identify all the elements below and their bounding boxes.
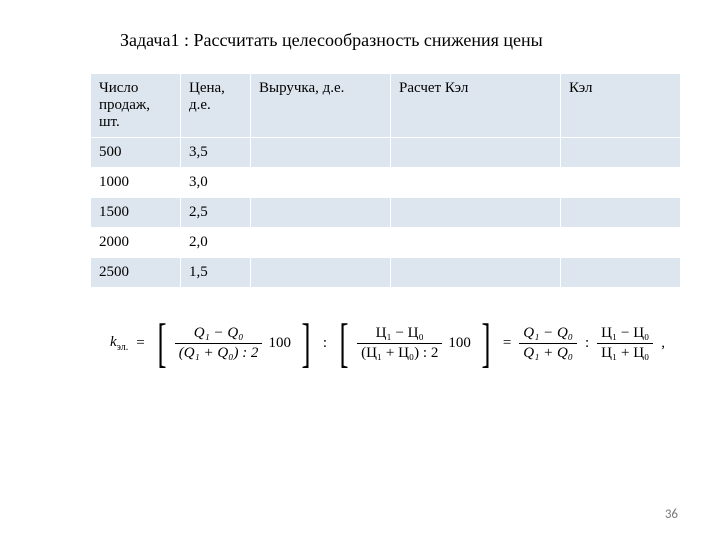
cell: 3,5 bbox=[181, 138, 251, 168]
cell bbox=[391, 138, 561, 168]
cell bbox=[561, 258, 681, 288]
factor-100: 100 bbox=[266, 335, 293, 352]
divide-sign: : bbox=[319, 335, 331, 352]
cell: 1500 bbox=[91, 198, 181, 228]
fraction-2: Ц₁ − Ц₀ (Ц₁ + Ц₀) : 2 bbox=[357, 325, 442, 361]
cell: 500 bbox=[91, 138, 181, 168]
cell: 3,0 bbox=[181, 168, 251, 198]
cell bbox=[251, 198, 391, 228]
cell bbox=[391, 168, 561, 198]
cell: 2500 bbox=[91, 258, 181, 288]
cell bbox=[391, 258, 561, 288]
cell: 2,0 bbox=[181, 228, 251, 258]
fraction-3: Q₁ − Q₀ Q₁ + Q₀ bbox=[519, 325, 577, 361]
cell bbox=[251, 228, 391, 258]
equals-sign: = bbox=[499, 335, 515, 352]
cell bbox=[561, 228, 681, 258]
right-bracket-icon: ] bbox=[481, 316, 490, 370]
trailing-comma: , bbox=[657, 335, 669, 352]
table-row: 2500 1,5 bbox=[91, 258, 681, 288]
cell bbox=[251, 258, 391, 288]
cell bbox=[251, 168, 391, 198]
page-title: Задача1 : Рассчитать целесообразность сн… bbox=[120, 30, 680, 51]
table-row: 1000 3,0 bbox=[91, 168, 681, 198]
cell: 2000 bbox=[91, 228, 181, 258]
left-bracket-icon: [ bbox=[340, 316, 349, 370]
col-header: Цена, д.е. bbox=[181, 74, 251, 138]
right-bracket-icon: ] bbox=[301, 316, 310, 370]
cell bbox=[561, 198, 681, 228]
equals-sign: = bbox=[132, 335, 148, 352]
col-header: Число продаж, шт. bbox=[91, 74, 181, 138]
cell bbox=[561, 168, 681, 198]
cell bbox=[251, 138, 391, 168]
table-header-row: Число продаж, шт. Цена, д.е. Выручка, д.… bbox=[91, 74, 681, 138]
cell bbox=[391, 198, 561, 228]
cell: 2,5 bbox=[181, 198, 251, 228]
col-header: Выручка, д.е. bbox=[251, 74, 391, 138]
elasticity-formula: kэл. = [ Q₁ − Q₀ (Q₁ + Q₀) : 2 100 ] : [… bbox=[110, 316, 680, 370]
cell: 1,5 bbox=[181, 258, 251, 288]
divide-sign: : bbox=[581, 335, 593, 352]
formula-lhs: kэл. bbox=[110, 334, 128, 353]
data-table: Число продаж, шт. Цена, д.е. Выручка, д.… bbox=[90, 73, 681, 288]
page-number: 36 bbox=[665, 507, 678, 522]
factor-100: 100 bbox=[446, 335, 473, 352]
cell: 1000 bbox=[91, 168, 181, 198]
cell bbox=[561, 138, 681, 168]
table-row: 2000 2,0 bbox=[91, 228, 681, 258]
table-row: 500 3,5 bbox=[91, 138, 681, 168]
table-row: 1500 2,5 bbox=[91, 198, 681, 228]
cell bbox=[391, 228, 561, 258]
fraction-4: Ц₁ − Ц₀ Ц₁ + Ц₀ bbox=[597, 325, 653, 361]
col-header: Расчет Кэл bbox=[391, 74, 561, 138]
fraction-1: Q₁ − Q₀ (Q₁ + Q₀) : 2 bbox=[175, 325, 263, 361]
left-bracket-icon: [ bbox=[157, 316, 166, 370]
col-header: Кэл bbox=[561, 74, 681, 138]
